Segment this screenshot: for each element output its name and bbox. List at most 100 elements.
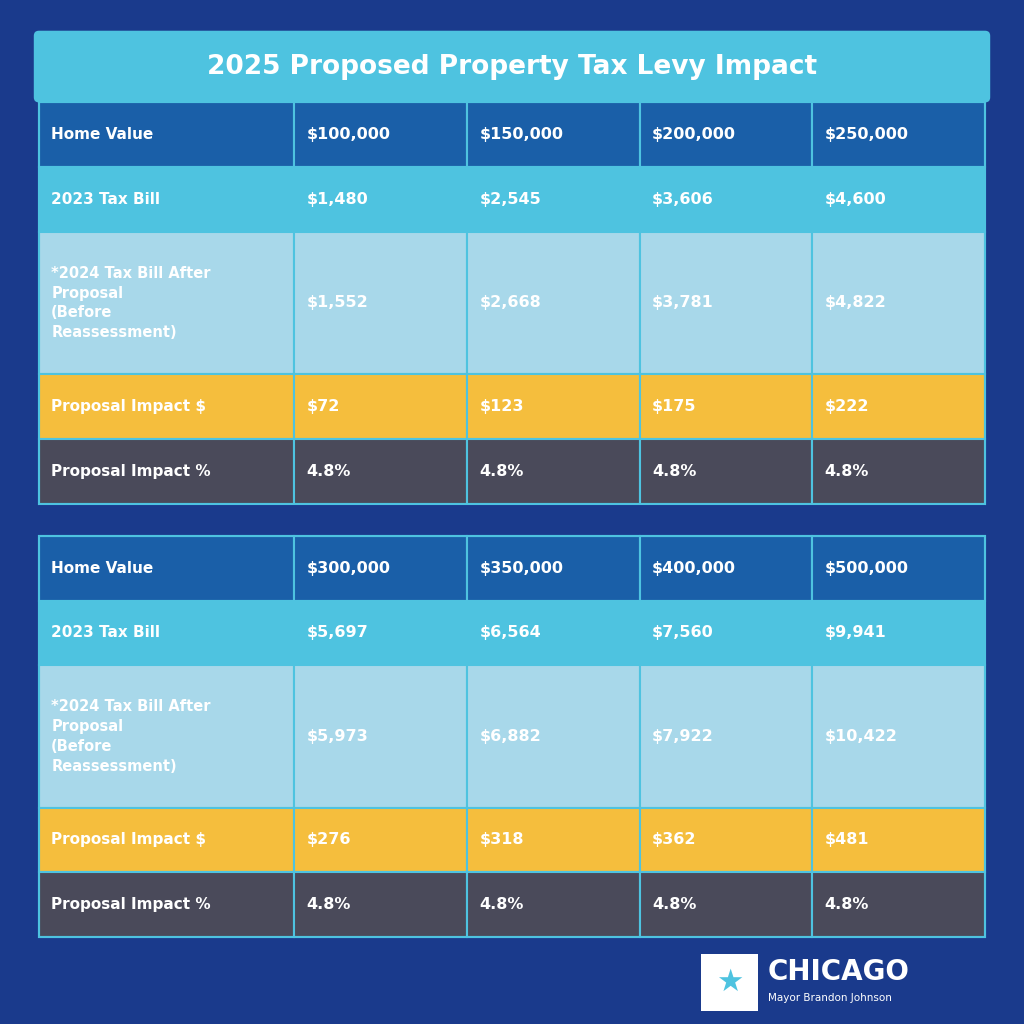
Text: 2025 Proposed Property Tax Levy Impact: 2025 Proposed Property Tax Levy Impact — [207, 53, 817, 80]
Bar — [640, 666, 812, 808]
FancyBboxPatch shape — [34, 31, 990, 102]
Text: 4.8%: 4.8% — [306, 464, 351, 478]
Bar — [294, 167, 467, 231]
Bar — [467, 374, 640, 439]
Text: Mayor Brandon Johnson: Mayor Brandon Johnson — [768, 993, 892, 1004]
Bar — [39, 231, 294, 374]
Text: $4,600: $4,600 — [824, 191, 887, 207]
Bar — [812, 439, 985, 504]
Text: $10,422: $10,422 — [824, 729, 898, 743]
Text: $2,545: $2,545 — [479, 191, 541, 207]
Text: $300,000: $300,000 — [306, 561, 391, 575]
Text: $123: $123 — [479, 399, 524, 414]
Text: $7,922: $7,922 — [652, 729, 714, 743]
Text: $400,000: $400,000 — [652, 561, 736, 575]
Text: $175: $175 — [652, 399, 696, 414]
Text: Home Value: Home Value — [51, 127, 154, 142]
Bar — [39, 536, 294, 600]
Text: $1,480: $1,480 — [306, 191, 369, 207]
Bar — [467, 231, 640, 374]
Text: 4.8%: 4.8% — [479, 897, 523, 912]
Bar — [39, 439, 294, 504]
Bar — [640, 872, 812, 937]
Text: $6,564: $6,564 — [479, 626, 541, 640]
Bar — [701, 954, 758, 1011]
Text: $200,000: $200,000 — [652, 127, 736, 142]
Bar — [294, 102, 467, 167]
Text: Proposal Impact $: Proposal Impact $ — [51, 399, 206, 414]
Text: $100,000: $100,000 — [306, 127, 391, 142]
Bar — [640, 167, 812, 231]
Text: 4.8%: 4.8% — [652, 464, 696, 478]
Text: Proposal Impact %: Proposal Impact % — [51, 897, 211, 912]
Text: $318: $318 — [479, 833, 524, 848]
Text: $5,973: $5,973 — [306, 729, 369, 743]
Bar — [294, 231, 467, 374]
Bar — [467, 102, 640, 167]
Bar — [294, 600, 467, 666]
Text: 4.8%: 4.8% — [824, 464, 869, 478]
Text: $72: $72 — [306, 399, 340, 414]
Bar — [640, 600, 812, 666]
Text: 4.8%: 4.8% — [479, 464, 523, 478]
Bar — [467, 439, 640, 504]
Bar — [640, 536, 812, 600]
Text: Proposal Impact %: Proposal Impact % — [51, 464, 211, 478]
Bar — [39, 666, 294, 808]
Bar — [640, 808, 812, 872]
Bar — [39, 808, 294, 872]
Bar — [640, 231, 812, 374]
Bar — [467, 167, 640, 231]
Bar — [39, 536, 985, 937]
Bar — [39, 167, 294, 231]
Text: $250,000: $250,000 — [824, 127, 908, 142]
Bar — [39, 374, 294, 439]
Bar — [640, 102, 812, 167]
Text: $1,552: $1,552 — [306, 296, 369, 310]
Bar — [294, 808, 467, 872]
Bar — [39, 102, 985, 504]
Text: *2024 Tax Bill After
Proposal
(Before
Reassessment): *2024 Tax Bill After Proposal (Before Re… — [51, 699, 211, 773]
Bar — [812, 666, 985, 808]
Text: $6,882: $6,882 — [479, 729, 541, 743]
Bar — [467, 666, 640, 808]
Bar — [294, 439, 467, 504]
Bar — [39, 504, 985, 536]
Text: 2023 Tax Bill: 2023 Tax Bill — [51, 626, 160, 640]
Bar — [812, 231, 985, 374]
Text: $5,697: $5,697 — [306, 626, 369, 640]
Text: $3,781: $3,781 — [652, 296, 714, 310]
Text: Proposal Impact $: Proposal Impact $ — [51, 833, 206, 848]
Bar — [467, 536, 640, 600]
Text: *2024 Tax Bill After
Proposal
(Before
Reassessment): *2024 Tax Bill After Proposal (Before Re… — [51, 266, 211, 340]
Bar — [294, 374, 467, 439]
Text: $7,560: $7,560 — [652, 626, 714, 640]
Text: $150,000: $150,000 — [479, 127, 563, 142]
Bar — [467, 808, 640, 872]
Text: CHICAGO: CHICAGO — [768, 958, 910, 986]
Bar — [812, 102, 985, 167]
Bar — [640, 374, 812, 439]
Text: 4.8%: 4.8% — [306, 897, 351, 912]
Bar — [640, 439, 812, 504]
Bar — [812, 808, 985, 872]
Text: 4.8%: 4.8% — [824, 897, 869, 912]
Text: 4.8%: 4.8% — [652, 897, 696, 912]
Bar — [812, 167, 985, 231]
Bar — [39, 600, 294, 666]
Bar — [294, 666, 467, 808]
Bar — [812, 374, 985, 439]
Bar — [39, 102, 294, 167]
Text: $4,822: $4,822 — [824, 296, 887, 310]
Text: $362: $362 — [652, 833, 696, 848]
Bar — [812, 600, 985, 666]
Bar — [812, 536, 985, 600]
Text: Home Value: Home Value — [51, 561, 154, 575]
Bar — [467, 600, 640, 666]
Bar — [39, 872, 294, 937]
Bar — [467, 872, 640, 937]
Text: $3,606: $3,606 — [652, 191, 714, 207]
Text: $2,668: $2,668 — [479, 296, 541, 310]
Text: 2023 Tax Bill: 2023 Tax Bill — [51, 191, 160, 207]
Bar — [294, 536, 467, 600]
